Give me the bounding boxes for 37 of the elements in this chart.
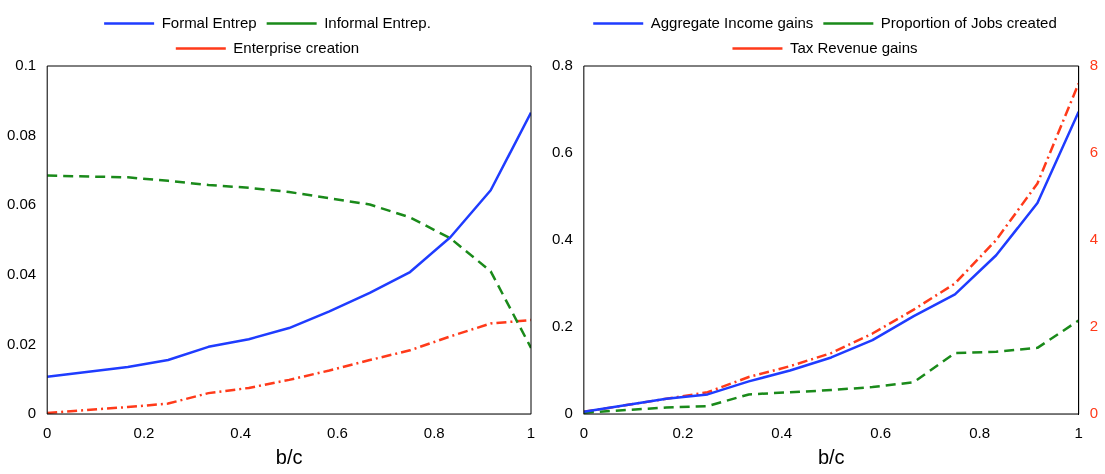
- legend-label: Enterprise creation: [233, 38, 360, 56]
- x-tick-label: 0.6: [327, 424, 348, 442]
- line-series: [47, 174, 531, 350]
- x-axis-title: b/c: [817, 445, 845, 468]
- x-axis-title: b/c: [275, 445, 303, 468]
- x-tick-label: 0: [579, 424, 589, 442]
- x-tick-label: 0.4: [771, 424, 793, 442]
- x-tick-label: 0.6: [870, 424, 892, 442]
- x-tick-label: 0.8: [423, 424, 445, 442]
- x-tick-label: 0.8: [969, 424, 991, 442]
- x-tick-label: 1: [526, 424, 536, 442]
- y-tick-label: 0.2: [551, 317, 573, 335]
- x-tick-label: 0.4: [230, 424, 252, 442]
- legend-label: Formal Entrep: [161, 13, 257, 31]
- y2-tick-label: 8: [1089, 56, 1098, 74]
- legend-label: Proportion of Jobs created: [880, 13, 1057, 31]
- y-tick-label: 0.06: [6, 195, 37, 213]
- legend-label: Informal Entrep.: [324, 13, 431, 31]
- x-tick-label: 0.2: [672, 424, 694, 442]
- y-tick-label: 0.02: [6, 334, 37, 352]
- y-tick-label: 0.6: [551, 143, 573, 161]
- y2-tick-label: 0: [1089, 404, 1098, 422]
- y2-tick-label: 6: [1089, 143, 1098, 161]
- y2-tick-label: 2: [1089, 317, 1098, 335]
- y-tick-label: 0.04: [6, 264, 37, 282]
- y-tick-label: 0.8: [551, 56, 573, 74]
- y-tick-label: 0.1: [15, 56, 37, 74]
- y2-tick-label: 4: [1089, 230, 1098, 248]
- x-tick-label: 1: [1074, 424, 1083, 442]
- legend-label: Aggregate Income gains: [650, 13, 814, 31]
- x-tick-label: 0.2: [133, 424, 155, 442]
- x-tick-label: 0: [43, 424, 52, 442]
- y-tick-label: 0.4: [551, 230, 573, 248]
- y-tick-label: 0: [564, 404, 573, 422]
- y-tick-label: 0: [27, 404, 37, 422]
- y-tick-label: 0.08: [6, 125, 37, 143]
- legend-label: Tax Revenue gains: [789, 38, 918, 56]
